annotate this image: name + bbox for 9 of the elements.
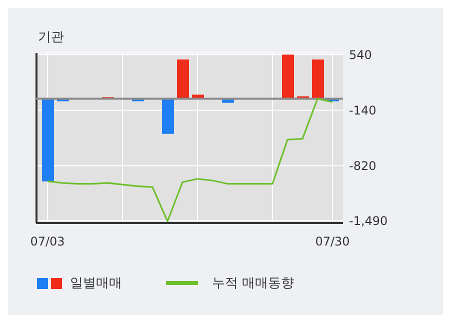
y-tick-label: 540 (349, 48, 372, 62)
y-tick-label: -1,490 (349, 214, 388, 228)
x-tick-label: 07/30 (315, 234, 350, 249)
y-tick-label: -140 (349, 103, 376, 118)
legend-label: 누적 매매동향 (212, 275, 294, 292)
y-tick-label: -820 (349, 159, 376, 174)
legend-label: 일별매매 (70, 275, 122, 292)
chart-title: 기관 (38, 29, 64, 46)
x-tick-label: 07/03 (30, 234, 65, 249)
